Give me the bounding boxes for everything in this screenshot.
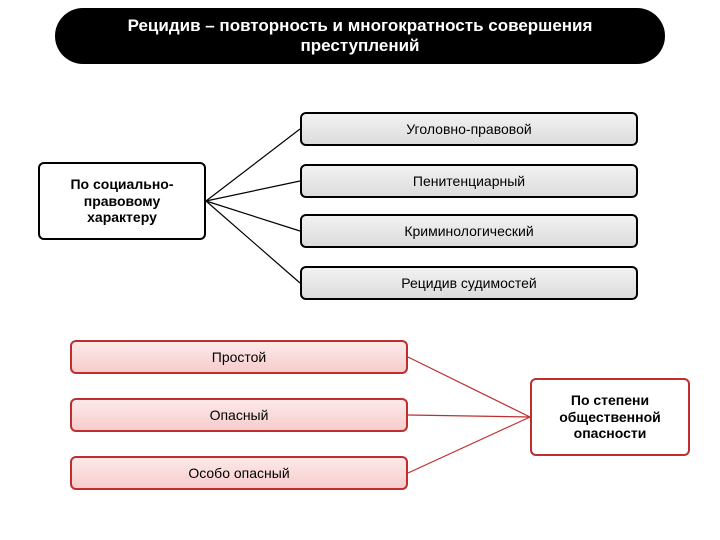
node-label: Пенитенциарный — [413, 173, 525, 190]
node-simple: Простой — [70, 340, 408, 374]
node-label: Простой — [212, 349, 267, 366]
node-label: По степени общественной опасности — [540, 392, 680, 442]
node-label: По социально-правовому характеру — [48, 176, 196, 226]
node-label: Опасный — [210, 407, 269, 424]
node-social-legal-character: По социально-правовому характеру — [38, 162, 206, 240]
node-criminological: Криминологический — [300, 214, 638, 248]
node-especially-dangerous: Особо опасный — [70, 456, 408, 490]
node-label: Особо опасный — [188, 465, 289, 482]
node-label: Уголовно-правовой — [406, 121, 531, 138]
node-recidivism-convictions: Рецидив судимостей — [300, 266, 638, 300]
node-penitentiary: Пенитенциарный — [300, 164, 638, 198]
node-criminal-legal: Уголовно-правовой — [300, 112, 638, 146]
diagram-title: Рецидив – повторность и многократность с… — [55, 8, 665, 64]
node-public-danger-degree: По степени общественной опасности — [530, 378, 690, 456]
node-label: Рецидив судимостей — [401, 275, 536, 292]
diagram-title-text: Рецидив – повторность и многократность с… — [85, 16, 635, 57]
node-dangerous: Опасный — [70, 398, 408, 432]
node-label: Криминологический — [404, 223, 533, 240]
